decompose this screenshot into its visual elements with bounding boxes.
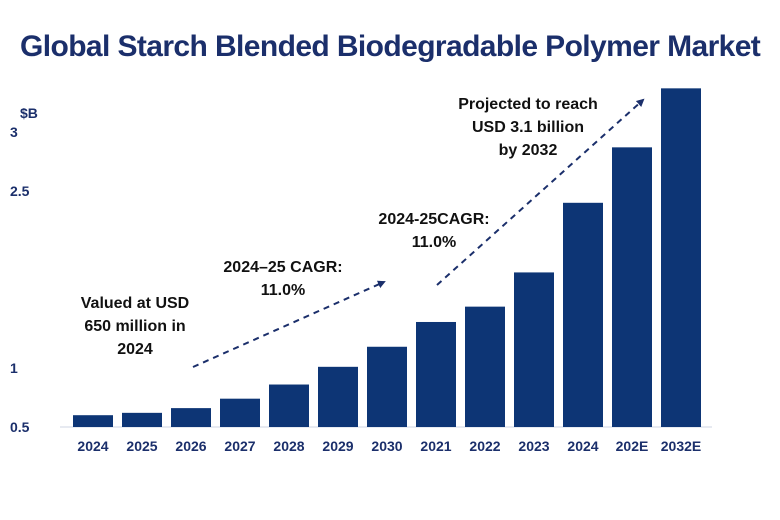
- x-tick-label: 2032E: [661, 438, 701, 454]
- bar: [318, 366, 358, 427]
- bar: [661, 88, 701, 427]
- bar: [612, 147, 652, 427]
- x-tick-label: 2022: [469, 438, 500, 454]
- trend-arrow-1: [192, 280, 386, 368]
- trend-arrow-2: [436, 98, 645, 286]
- x-tick-label: 2027: [224, 438, 255, 454]
- x-tick-label: 2029: [322, 438, 353, 454]
- x-tick-label: 2028: [273, 438, 304, 454]
- x-tick-label: 202E: [616, 438, 649, 454]
- y-tick-label: 1: [10, 360, 18, 376]
- annotation-cagr-2: 2024-25CAGR: 11.0%: [378, 211, 489, 251]
- bar: [465, 306, 505, 427]
- annotation-valued: Valued at USD 650 million in 2024: [81, 295, 189, 358]
- x-tick-label: 2025: [126, 438, 157, 454]
- x-tick-label: 2023: [518, 438, 549, 454]
- bar: [563, 202, 603, 427]
- bar: [269, 384, 309, 427]
- y-tick-label: 3: [10, 124, 18, 140]
- annotation-cagr-1: 2024–25 CAGR: 11.0%: [223, 259, 342, 299]
- x-tick-label: 2024: [77, 438, 108, 454]
- bar: [171, 408, 211, 427]
- y-tick-label: 2.5: [10, 183, 30, 199]
- bar: [122, 412, 162, 427]
- y-axis-label: $B: [20, 105, 38, 121]
- chart-title: Global Starch Blended Biodegradable Poly…: [20, 30, 761, 63]
- bar: [73, 415, 113, 427]
- x-tick-label: 2021: [420, 438, 451, 454]
- bar: [416, 321, 456, 427]
- x-tick-label: 2024: [567, 438, 598, 454]
- bar: [367, 346, 407, 427]
- annotation-projected: Projected to reach USD 3.1 billion by 2032: [458, 96, 598, 159]
- y-tick-label: 0.5: [10, 419, 30, 435]
- bar: [514, 272, 554, 427]
- x-tick-label: 2030: [371, 438, 402, 454]
- bar: [220, 398, 260, 427]
- x-tick-label: 2026: [175, 438, 206, 454]
